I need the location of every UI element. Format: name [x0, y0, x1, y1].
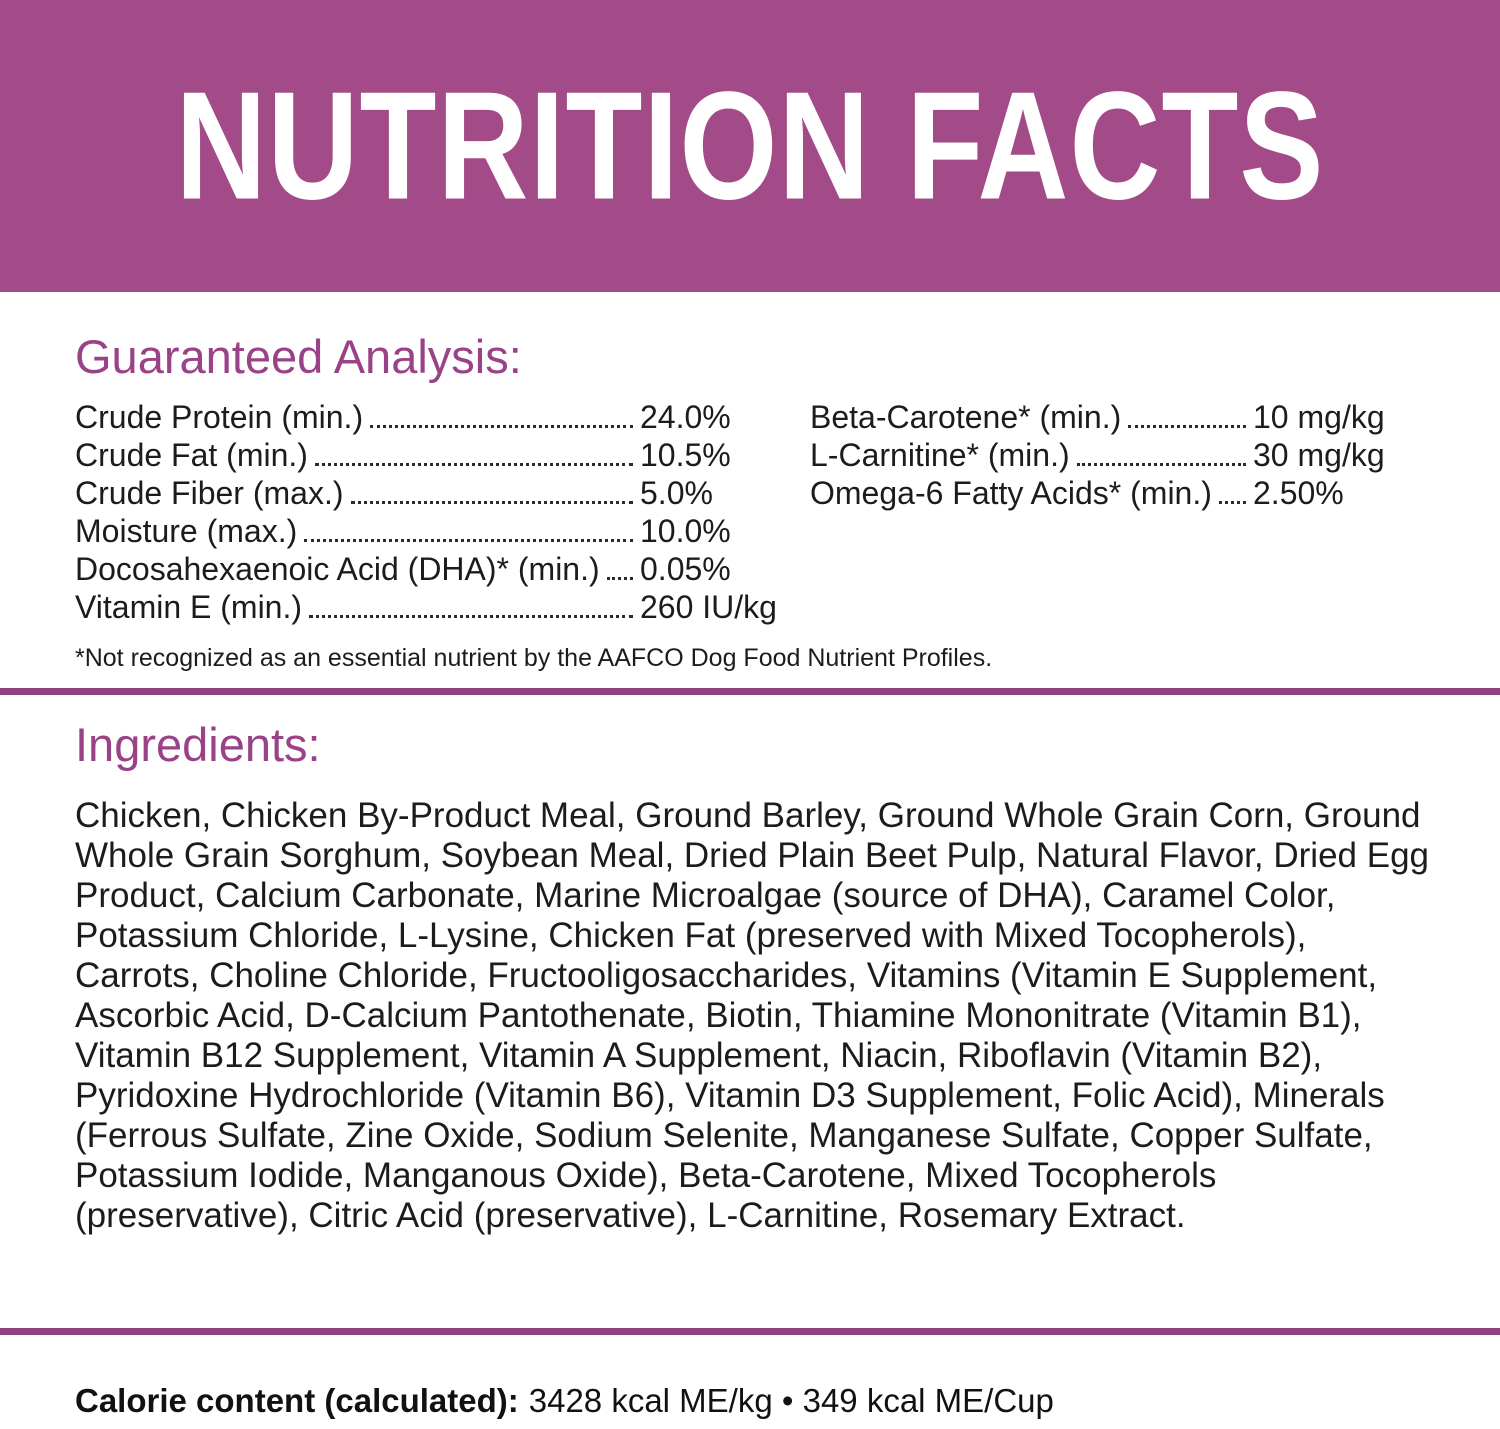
dot-leader	[314, 463, 633, 467]
calorie-content-value: 3428 kcal ME/kg • 349 kcal ME/Cup	[528, 1382, 1054, 1419]
ga-row-label: Moisture (max.)	[75, 513, 298, 550]
ga-row-value: 10.5%	[640, 437, 731, 474]
ga-row-vitamin-e: Vitamin E (min.) 260 IU/kg	[75, 588, 790, 626]
ga-row-crude-fiber: Crude Fiber (max.) 5.0%	[75, 474, 790, 512]
nutrition-facts-banner: NUTRITION FACTS	[0, 0, 1500, 292]
ga-row-value: 10 mg/kg	[1253, 399, 1385, 436]
ga-row-value: 260 IU/kg	[640, 589, 777, 626]
guaranteed-analysis-section: Guaranteed Analysis: Crude Protein (min.…	[75, 330, 1430, 673]
guaranteed-analysis-grid: Crude Protein (min.) 24.0% Crude Fat (mi…	[75, 398, 1430, 626]
guaranteed-analysis-heading: Guaranteed Analysis:	[75, 330, 522, 383]
ingredients-section: Ingredients: Chicken, Chicken By-Product…	[75, 718, 1437, 1236]
dot-leader	[1076, 463, 1246, 467]
ga-row-value: 2.50%	[1253, 475, 1344, 512]
guaranteed-analysis-left-column: Crude Protein (min.) 24.0% Crude Fat (mi…	[75, 398, 790, 626]
ga-row-beta-carotene: Beta-Carotene* (min.) 10 mg/kg	[810, 398, 1395, 436]
ga-row-value: 24.0%	[640, 399, 731, 436]
ga-row-label: Crude Fiber (max.)	[75, 475, 344, 512]
ga-row-label: Omega-6 Fatty Acids* (min.)	[810, 475, 1212, 512]
ga-row-value: 5.0%	[640, 475, 713, 512]
calorie-content-label: Calorie content (calculated):	[75, 1382, 519, 1419]
ga-row-label: Crude Fat (min.)	[75, 437, 308, 474]
page-title: NUTRITION FACTS	[175, 59, 1325, 232]
ga-row-l-carnitine: L-Carnitine* (min.) 30 mg/kg	[810, 436, 1395, 474]
ga-row-value: 0.05%	[640, 551, 731, 588]
dot-leader	[606, 577, 633, 581]
dot-leader	[1128, 425, 1246, 429]
ga-row-omega-6: Omega-6 Fatty Acids* (min.) 2.50%	[810, 474, 1395, 512]
ga-row-label: L-Carnitine* (min.)	[810, 437, 1070, 474]
ingredients-text: Chicken, Chicken By-Product Meal, Ground…	[75, 796, 1429, 1236]
calorie-content-line: Calorie content (calculated): 3428 kcal M…	[75, 1382, 1054, 1420]
guaranteed-analysis-right-column: Beta-Carotene* (min.) 10 mg/kg L-Carniti…	[810, 398, 1395, 626]
section-divider-top	[0, 688, 1500, 695]
dot-leader	[370, 425, 633, 429]
ga-row-crude-fat: Crude Fat (min.) 10.5%	[75, 436, 790, 474]
section-divider-bottom	[0, 1328, 1500, 1335]
ga-row-crude-protein: Crude Protein (min.) 24.0%	[75, 398, 790, 436]
ingredients-heading: Ingredients:	[75, 718, 321, 771]
dot-leader	[1218, 501, 1246, 505]
dot-leader	[309, 615, 633, 619]
ga-row-label: Vitamin E (min.)	[75, 589, 303, 626]
ga-row-dha: Docosahexaenoic Acid (DHA)* (min.) 0.05%	[75, 550, 790, 588]
aafco-footnote: *Not recognized as an essential nutrient…	[75, 644, 993, 673]
ga-row-moisture: Moisture (max.) 10.0%	[75, 512, 790, 550]
ga-row-label: Crude Protein (min.)	[75, 399, 364, 436]
ga-row-label: Beta-Carotene* (min.)	[810, 399, 1122, 436]
dot-leader	[304, 539, 633, 543]
ga-row-value: 30 mg/kg	[1253, 437, 1385, 474]
dot-leader	[350, 501, 633, 505]
ga-row-value: 10.0%	[640, 513, 731, 550]
ga-row-label: Docosahexaenoic Acid (DHA)* (min.)	[75, 551, 600, 588]
